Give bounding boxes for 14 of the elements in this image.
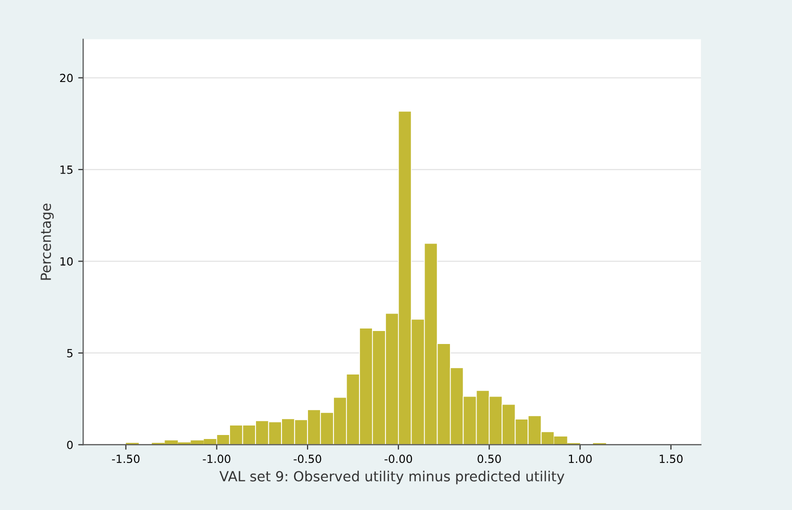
y-tick-label: 10	[60, 257, 73, 266]
x-axis-title: VAL set 9: Observed utility minus predicted utility	[219, 470, 564, 484]
x-tick-label: 1.00	[568, 454, 592, 464]
y-tick-label: 20	[60, 74, 73, 82]
y-tick-label: 5	[67, 349, 72, 358]
y-tick-label: 15	[60, 166, 72, 174]
x-tick-label: -1.00	[202, 454, 230, 464]
x-tick-label: 1.50	[660, 454, 683, 464]
x-tick-label: -1.50	[112, 454, 140, 464]
x-tick-label: -0.50	[294, 454, 322, 464]
x-tick-label: 0.50	[478, 454, 501, 464]
y-tick-label: 0	[67, 440, 73, 450]
x-tick-label: -0.00	[384, 454, 412, 464]
y-axis-title: Percentage	[40, 204, 54, 280]
